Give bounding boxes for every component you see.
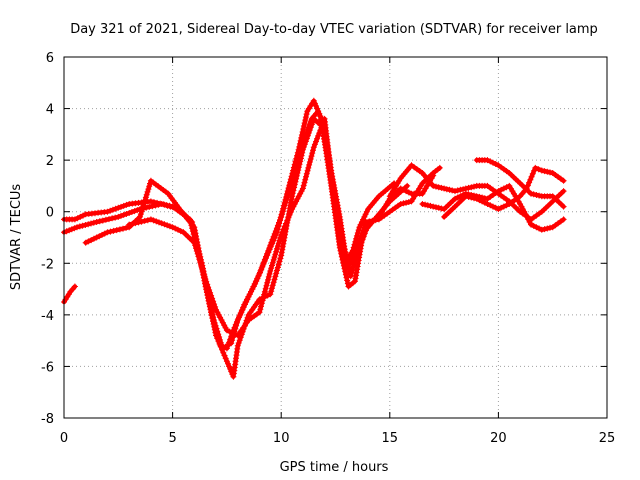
y-axis-label: SDTVAR / TECUs [9, 184, 24, 291]
series-pass-g [419, 182, 567, 233]
y-tick-label: 6 [46, 51, 54, 66]
series-pass-f [386, 162, 567, 223]
x-tick-label: 0 [60, 431, 68, 446]
y-tick-label: 4 [46, 103, 54, 118]
y-tick-label: -8 [41, 412, 54, 427]
series-layer [61, 97, 567, 380]
series-pass-d [82, 115, 437, 380]
x-tick-label: 20 [490, 431, 507, 446]
grid-layer [64, 57, 607, 418]
plot-frame [63, 56, 608, 419]
chart-title: Day 321 of 2021, Sidereal Day-to-day VTE… [70, 22, 598, 37]
series-point-markers [126, 115, 443, 339]
series-pass-e [126, 115, 443, 339]
y-tick-label: 2 [46, 154, 54, 169]
y-tick-label: 0 [46, 206, 54, 221]
series-line [61, 98, 410, 351]
series-point-markers [441, 164, 567, 220]
series-pass-a [61, 283, 78, 305]
y-tick-label: -6 [41, 360, 54, 375]
y-tick-label: -2 [41, 257, 54, 272]
series-pass-i [441, 164, 567, 220]
series-line [83, 116, 436, 379]
x-tick-label: 10 [273, 431, 290, 446]
series-point-markers [82, 115, 437, 380]
x-tick-label: 5 [168, 431, 176, 446]
x-tick-label: 15 [382, 431, 399, 446]
x-tick-label: 25 [599, 431, 616, 446]
series-pass-h [473, 157, 567, 210]
x-axis-label: GPS time / hours [280, 460, 389, 475]
y-tick-label: -4 [41, 309, 54, 324]
